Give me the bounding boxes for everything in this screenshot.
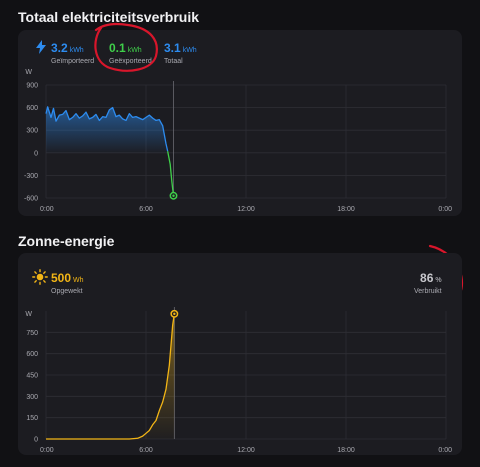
lightning-bolt-icon — [36, 40, 46, 54]
current-point-dot — [173, 312, 176, 316]
consumed-label: Verbruikt — [414, 288, 442, 295]
produced-unit: Wh — [73, 277, 84, 284]
y-tick-label: 150 — [26, 415, 38, 422]
x-tick-label: 0:00 — [438, 447, 452, 454]
total-value: 3.1 — [164, 41, 181, 55]
y-tick-label: 750 — [26, 330, 38, 337]
y-tick-label: -300 — [24, 173, 38, 180]
solar-card: 500 Wh Opgewekt 86% Verbruikt W 750 600 450 3… — [18, 253, 462, 455]
consumed-value: 86 — [420, 271, 434, 285]
x-tick-label: 0:00 — [40, 447, 54, 454]
y-tick-label: 600 — [26, 105, 38, 112]
y-tick-label: -600 — [24, 196, 38, 203]
y-tick-label: 900 — [26, 83, 38, 90]
y-tick-label: 0 — [34, 150, 38, 157]
solar-section-title: Zonne-energie — [18, 233, 115, 249]
series-area-0 — [46, 313, 175, 439]
y-tick-label: 600 — [26, 351, 38, 358]
x-tick-label: 0:00 — [40, 206, 54, 213]
x-tick-label: 6:00 — [139, 206, 153, 213]
y-tick-label: 0 — [34, 437, 38, 444]
y-tick-label: 300 — [26, 394, 38, 401]
series-line-1 — [167, 151, 175, 196]
series-area-0 — [46, 106, 168, 153]
x-tick-label: 0:00 — [438, 206, 452, 213]
energy-section-title: Totaal elektriciteitsverbruik — [18, 9, 200, 25]
x-tick-label: 6:00 — [139, 447, 153, 454]
sun-icon — [32, 269, 48, 285]
y-axis-unit: W — [25, 69, 32, 76]
produced-value: 500 — [51, 271, 72, 285]
imported-stat[interactable]: 3.2 kWh Geïmporteerd — [51, 39, 94, 65]
x-tick-label: 18:00 — [337, 206, 355, 213]
imported-value: 3.2 — [51, 41, 68, 55]
x-tick-label: 18:00 — [337, 447, 355, 454]
imported-unit: kWh — [69, 47, 84, 54]
y-tick-label: 300 — [26, 128, 38, 135]
y-axis-unit: W — [25, 311, 32, 318]
produced-label: Opgewekt — [51, 288, 83, 295]
consumed-stat[interactable]: 86% Verbruikt — [414, 269, 442, 295]
total-label: Totaal — [164, 58, 183, 65]
total-unit: kWh — [182, 47, 197, 54]
imported-label: Geïmporteerd — [51, 58, 95, 65]
current-point-dot — [172, 194, 175, 197]
series-line-0 — [46, 313, 175, 440]
produced-stat[interactable]: 500 Wh Opgewekt — [51, 269, 84, 295]
x-tick-label: 12:00 — [237, 447, 255, 454]
total-stat[interactable]: 3.1 kWh Totaal — [164, 39, 197, 65]
y-tick-label: 450 — [26, 373, 38, 380]
consumed-unit: % — [435, 277, 442, 284]
x-tick-label: 12:00 — [237, 206, 255, 213]
energy-card: 3.2 kWh Geïmporteerd 0.1 kWh Geëxporteerd … — [18, 30, 462, 216]
